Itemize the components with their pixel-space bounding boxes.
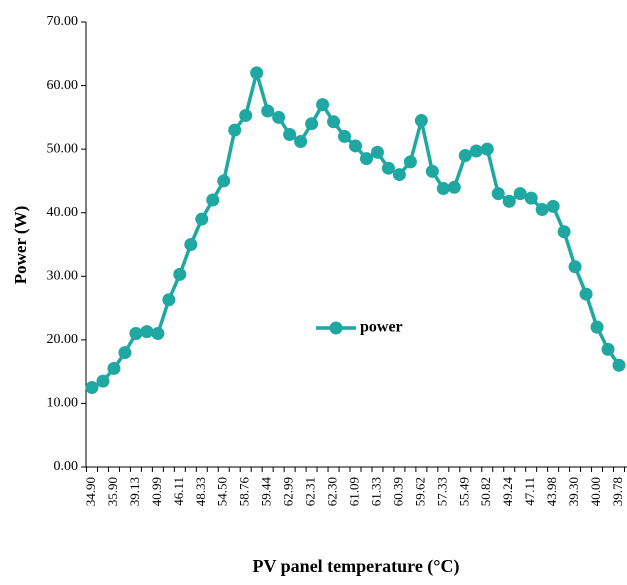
data-point	[425, 164, 439, 178]
x-tick-label: 62.99	[281, 477, 296, 506]
x-tick-label: 61.09	[346, 477, 361, 506]
data-point	[96, 374, 110, 388]
data-point	[217, 174, 231, 188]
x-tick-label: 58.76	[237, 477, 252, 507]
x-tick-label: 50.82	[478, 477, 493, 506]
data-point	[513, 187, 527, 201]
data-point	[305, 117, 319, 131]
x-tick-label: 40.99	[149, 477, 164, 506]
x-tick-label: 47.11	[522, 477, 537, 506]
data-point	[239, 108, 253, 122]
x-tick-label: 60.39	[390, 477, 405, 506]
y-tick-label: 0.00	[54, 459, 79, 474]
y-tick-label: 10.00	[47, 396, 79, 411]
data-point	[250, 66, 264, 80]
data-point	[272, 110, 286, 124]
data-point	[261, 104, 275, 118]
data-point	[338, 129, 352, 143]
data-point	[579, 287, 593, 301]
x-tick-label: 49.24	[500, 477, 515, 507]
data-point	[206, 193, 220, 207]
data-point	[403, 155, 417, 169]
data-point	[294, 135, 308, 149]
data-point	[173, 267, 187, 281]
x-tick-label: 46.11	[171, 477, 186, 506]
y-tick-label: 60.00	[47, 78, 79, 93]
y-tick-label: 70.00	[47, 14, 79, 29]
x-tick-label: 57.33	[434, 477, 449, 506]
x-axis-title: PV panel temperature (°C)	[253, 556, 460, 577]
x-tick-label: 59.62	[412, 477, 427, 506]
data-point	[381, 161, 395, 175]
x-tick-label: 39.78	[610, 477, 625, 506]
data-point	[414, 114, 428, 128]
data-point	[129, 327, 143, 340]
data-point	[524, 191, 538, 205]
x-tick-label: 43.98	[544, 477, 559, 506]
data-point	[107, 361, 121, 375]
y-axis-title: Power (W)	[11, 206, 30, 285]
data-point	[392, 168, 406, 182]
data-point	[601, 342, 615, 356]
data-point	[327, 115, 341, 129]
x-tick-label: 48.33	[193, 477, 208, 506]
data-point	[228, 123, 242, 137]
data-point	[469, 144, 483, 158]
data-point	[535, 203, 549, 217]
y-tick-label: 20.00	[47, 332, 79, 347]
data-point	[480, 142, 494, 156]
data-point	[458, 149, 472, 162]
x-tick-label: 40.00	[588, 477, 603, 506]
data-point	[85, 381, 99, 395]
data-point	[491, 187, 505, 201]
data-point	[546, 199, 560, 213]
data-point	[316, 98, 330, 112]
x-tick-label: 62.31	[303, 477, 318, 506]
x-tick-label: 35.90	[105, 477, 120, 506]
data-point	[140, 325, 154, 339]
y-tick-label: 40.00	[47, 205, 79, 220]
data-point	[436, 182, 450, 196]
data-point	[447, 180, 461, 194]
x-tick-label: 39.30	[566, 477, 581, 506]
data-point	[370, 145, 384, 159]
x-tick-label: 62.30	[325, 477, 340, 506]
x-tick-label: 54.50	[215, 477, 230, 506]
data-point	[359, 152, 373, 166]
series-line	[91, 71, 621, 390]
data-point	[568, 260, 582, 274]
data-point	[184, 238, 198, 251]
x-tick-label: 59.44	[259, 477, 274, 507]
legend-marker	[329, 321, 343, 335]
data-point	[590, 320, 604, 334]
data-point	[557, 225, 571, 239]
data-point	[118, 346, 132, 360]
data-point	[612, 358, 626, 372]
data-point	[151, 327, 165, 340]
data-point	[502, 194, 516, 208]
y-tick-label: 50.00	[47, 141, 79, 156]
x-tick-label: 61.33	[368, 477, 383, 506]
data-point	[195, 212, 209, 226]
x-tick-label: 55.49	[456, 477, 471, 506]
data-point	[283, 128, 297, 142]
x-tick-label: 39.13	[127, 477, 142, 506]
y-tick-label: 30.00	[47, 269, 79, 284]
legend-label: power	[360, 319, 403, 336]
x-tick-label: 34.90	[83, 477, 98, 506]
data-point	[162, 293, 176, 307]
data-point	[349, 139, 362, 153]
